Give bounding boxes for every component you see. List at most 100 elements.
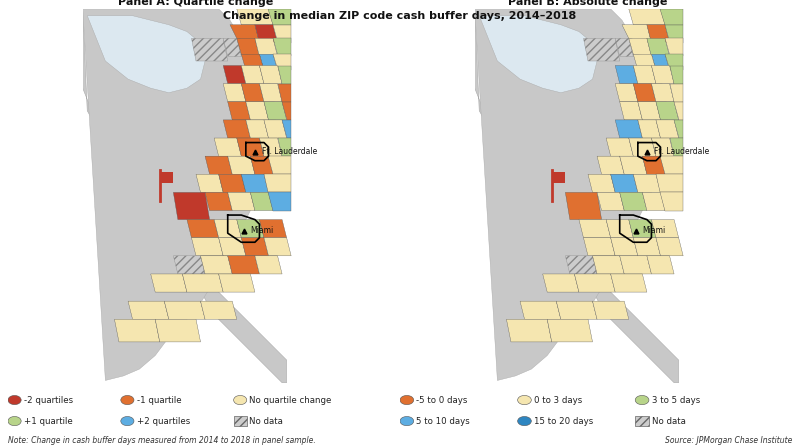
Polygon shape [634,174,661,192]
Circle shape [518,396,531,405]
Polygon shape [155,319,201,342]
Polygon shape [150,274,187,292]
Text: No data: No data [652,417,686,425]
Polygon shape [282,120,291,138]
Polygon shape [647,38,670,57]
Polygon shape [665,54,683,70]
Polygon shape [269,156,291,174]
Polygon shape [259,84,282,102]
Polygon shape [264,174,291,192]
Title: Panel B: Absolute change: Panel B: Absolute change [508,0,668,7]
Text: Miami: Miami [642,227,666,235]
Circle shape [400,417,414,426]
Circle shape [400,396,414,405]
Polygon shape [182,274,223,292]
Polygon shape [597,156,624,174]
Bar [552,172,566,183]
Polygon shape [634,238,661,256]
Polygon shape [228,102,250,120]
Polygon shape [629,38,651,57]
Polygon shape [583,238,615,256]
Polygon shape [674,102,683,120]
Bar [635,417,649,426]
Polygon shape [665,38,683,57]
Text: Note: Change in cash buffer days measured from 2014 to 2018 in panel sample.: Note: Change in cash buffer days measure… [8,436,316,445]
Polygon shape [237,219,264,238]
Polygon shape [656,120,678,138]
Text: 3 to 5 days: 3 to 5 days [652,396,700,405]
Polygon shape [620,102,642,120]
Polygon shape [205,192,232,210]
Polygon shape [242,84,264,102]
Polygon shape [674,120,683,138]
Polygon shape [610,274,647,292]
Polygon shape [642,156,665,174]
Polygon shape [242,65,264,84]
Text: -5 to 0 days: -5 to 0 days [417,396,468,405]
Polygon shape [606,138,634,156]
Polygon shape [656,238,683,256]
Polygon shape [479,16,597,93]
Polygon shape [638,120,661,138]
Circle shape [635,396,649,405]
Bar [160,172,174,183]
Polygon shape [259,65,282,84]
Polygon shape [205,156,232,174]
Polygon shape [278,84,291,102]
Polygon shape [651,138,674,156]
Polygon shape [629,9,665,25]
Polygon shape [269,9,291,25]
Polygon shape [583,38,620,61]
Polygon shape [237,9,273,25]
Circle shape [8,417,21,426]
Polygon shape [174,256,205,274]
Polygon shape [128,301,169,319]
Polygon shape [566,256,597,274]
Polygon shape [264,120,286,138]
Polygon shape [259,54,278,70]
Polygon shape [223,84,246,102]
Polygon shape [474,9,667,380]
Polygon shape [282,102,291,120]
Polygon shape [610,238,638,256]
Polygon shape [114,319,160,342]
Polygon shape [191,238,223,256]
Polygon shape [651,54,670,70]
Polygon shape [651,219,678,238]
Polygon shape [656,102,678,120]
Polygon shape [187,219,218,238]
Polygon shape [196,174,223,192]
Polygon shape [670,138,683,156]
Polygon shape [259,138,282,156]
Polygon shape [246,102,269,120]
Polygon shape [201,301,237,319]
Circle shape [518,417,531,426]
Polygon shape [634,65,656,84]
Polygon shape [223,120,250,138]
Polygon shape [593,301,629,319]
Polygon shape [620,192,647,210]
Polygon shape [228,256,259,274]
Polygon shape [223,38,242,57]
Polygon shape [164,301,205,319]
Circle shape [234,396,246,405]
Polygon shape [656,174,683,192]
Circle shape [8,396,21,405]
Polygon shape [634,84,656,102]
Polygon shape [556,301,597,319]
Polygon shape [273,54,291,70]
Polygon shape [597,192,624,210]
Text: -2 quartiles: -2 quartiles [24,396,73,405]
Polygon shape [579,219,610,238]
Polygon shape [82,9,286,383]
Polygon shape [647,25,670,43]
Polygon shape [255,38,278,57]
Polygon shape [242,174,269,192]
Polygon shape [246,120,269,138]
Polygon shape [665,25,683,43]
Polygon shape [588,174,615,192]
Text: No quartile change: No quartile change [250,396,332,405]
Polygon shape [269,192,291,210]
Text: 5 to 10 days: 5 to 10 days [417,417,470,425]
Polygon shape [273,38,291,57]
